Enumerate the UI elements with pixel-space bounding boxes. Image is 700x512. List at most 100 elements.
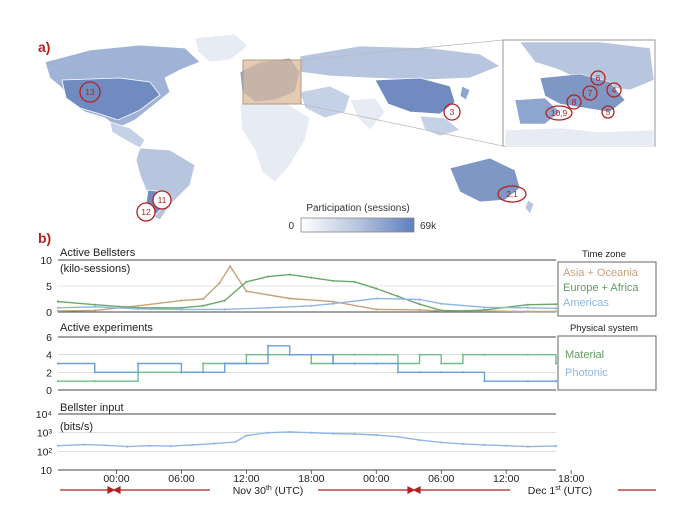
world-map [44,33,535,221]
input-series-1-point [418,439,421,442]
x-tick-label: 18:00 [558,473,584,485]
panel-b-label: b) [38,230,51,246]
experiments-series-1-point [93,380,96,383]
bellsters-series-3-point [223,308,226,311]
input-series-1-point [104,444,107,447]
legend-asia-oceania: Asia + Oceania [563,267,639,279]
experiments-series-2-point [418,371,421,374]
experiments-series-2-point [554,380,558,383]
experiments-series-1 [58,354,557,382]
night-arrows [60,486,656,494]
physical-legend-box [557,335,657,391]
marker-8: 8 [566,94,582,110]
input-series-1-point [147,444,150,447]
panel-b: b) Active Bellsters (kilo-sessions) 0 5 10… [36,230,657,497]
marker-7: 7 [582,85,598,101]
experiments-series-1-point [202,362,205,365]
experiments-series-2-point [375,362,378,365]
night-arrow-3-head [407,486,416,494]
experiments-series-2-point [331,362,335,365]
input-ylabel: (bits/s) [60,421,93,433]
experiments-series-2-point [483,380,486,383]
bellsters-series-2-point [483,308,486,311]
experiments-series-1-point [483,353,486,356]
marker-3: 3 [443,103,461,121]
bellsters-series-2-point [418,303,421,306]
bellsters-ytick-label: 10 [40,255,52,267]
physical-legend-title: Physical system [570,323,638,334]
experiments-series-2-point [461,371,464,374]
input-title: Bellster input [60,402,124,414]
bellsters-series-3-point [180,308,183,311]
bellsters-series-2-point [554,303,558,306]
europe-inset [502,39,656,147]
marker-4: 4 [606,82,622,98]
colorbar-title: Participation (sessions) [306,203,409,214]
bellsters-series-3-point [526,306,530,309]
bellsters-series-2-point [526,303,530,306]
input-series-1-point [505,444,508,447]
bellsters-series-1-point [418,308,421,311]
experiments-series [56,344,558,383]
timezone-legend-title: Time zone [582,249,626,260]
experiments-series-1-point [440,362,443,365]
bellsters-series-2-point [440,309,443,312]
input-series-1-point [310,431,313,434]
input-series-1-point [483,443,486,446]
bellsters-series-1 [57,265,556,313]
marker-2-1-label: 2,1 [506,189,518,199]
new-zealand [524,199,535,215]
bellsters-series-1-point [229,265,232,268]
experiments-series-1-point [554,362,558,365]
input-series-1-point [554,445,558,448]
bellsters-series-1-point [137,304,140,307]
marker-2-1: 2,1 [497,185,527,203]
marker-5: 5 [601,105,615,119]
input-series-1-point [212,442,215,445]
input-series-1-point [191,443,194,446]
input-series-1-point [169,445,172,448]
bellsters-series-1-point [554,310,558,313]
bellsters-series-3-point [375,297,378,300]
panel-a-label: a) [38,39,50,55]
x-tick-label: 00:00 [363,473,389,485]
bellsters-series-1-point [288,297,291,300]
night-arrow-2-head [112,486,121,494]
japan [459,85,471,101]
experiments-series-1-point [245,353,248,356]
experiments-series-1-point [375,353,378,356]
colorbar-max-label: 69k [420,221,437,232]
bellsters-series-2-point [331,279,335,282]
experiments-series-2-point [440,371,443,374]
bellsters-series-1-point [93,309,96,312]
experiments-series-2-point [396,371,399,374]
marker-6-label: 6 [596,73,601,83]
europe-highlight-box [242,59,302,105]
experiments-series-2-point [245,362,248,365]
nov-date-label: Nov 30th (UTC) [233,485,304,497]
bellsters-series-1-point [180,299,183,302]
site-markers: 13 3 12 11 2,1 6 [79,70,622,222]
input-ytick-label: 10² [37,446,53,458]
input-series-1-point [82,443,86,446]
bellsters-series-2-point [461,309,464,313]
greenland [194,33,249,63]
subplot-bellster-input: Bellster input (bits/s) 10 10² 10³ 10⁴ [36,402,558,477]
input-ytick-label: 10³ [37,428,53,440]
x-tick-label: 06:00 [168,473,194,485]
experiments-series-1-point [353,353,356,356]
marker-3-label: 3 [450,107,455,117]
bellsters-series-2 [57,273,557,312]
dec-date-label: Dec 1st (UTC) [528,485,592,497]
x-tick-label: 12:00 [233,473,259,485]
input-series-1-point [245,434,248,437]
africa [239,101,311,183]
bellsters-series-1-point [331,300,335,303]
x-tick-label: 12:00 [493,473,519,485]
bellsters-series [56,265,558,313]
experiments-series-2-point [223,362,226,365]
bellsters-title: Active Bellsters [60,247,136,259]
bellsters-series-2-point [310,276,313,279]
input-series-1-point [396,435,399,438]
